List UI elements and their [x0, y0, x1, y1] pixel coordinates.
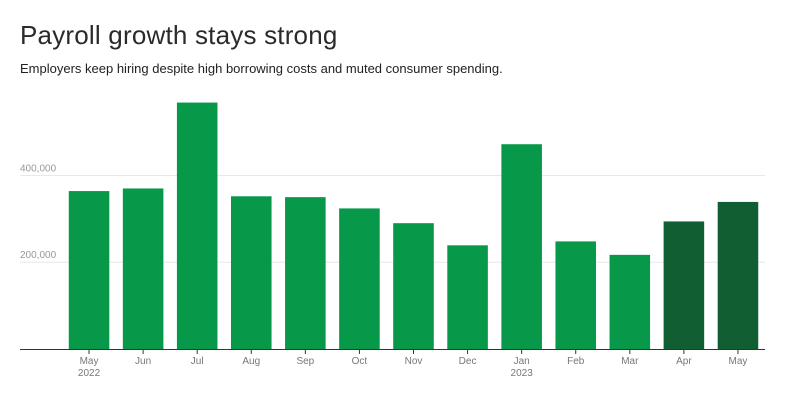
- bar-aug: [230, 196, 272, 349]
- x-tick-label: Feb: [567, 356, 585, 367]
- x-tick-label: Jun: [135, 356, 151, 367]
- x-tick-label: May: [729, 356, 748, 367]
- bar-nov: [393, 223, 434, 349]
- bar-may: [717, 201, 759, 349]
- y-tick-label: 400,000: [20, 163, 57, 174]
- bar-jun: [122, 188, 164, 349]
- x-tick-label: Sep: [296, 356, 314, 367]
- bar-jul: [176, 102, 218, 350]
- x-tick-label: Jan: [514, 356, 530, 367]
- bar-apr: [663, 221, 705, 349]
- x-tick-label: Nov: [405, 356, 423, 367]
- bar-mar: [609, 254, 651, 349]
- bar-dec: [447, 245, 488, 349]
- bar-oct: [339, 208, 380, 349]
- x-tick-label: Apr: [676, 356, 692, 367]
- x-tick-label: Jul: [191, 356, 204, 367]
- x-year-label: 2022: [78, 368, 101, 379]
- chart-title: Payroll growth stays strong: [20, 20, 338, 50]
- bar-jan: [501, 144, 542, 349]
- y-tick-label: 200,000: [20, 250, 57, 261]
- bar-feb: [555, 241, 597, 349]
- chart-subtitle: Employers keep hiring despite high borro…: [20, 61, 503, 76]
- bar-may: [68, 191, 110, 349]
- x-tick-label: Oct: [352, 356, 368, 367]
- x-year-label: 2023: [511, 368, 534, 379]
- x-tick-label: Dec: [459, 356, 477, 367]
- x-tick-label: Aug: [242, 356, 260, 367]
- x-tick-label: Mar: [621, 356, 639, 367]
- bar-sep: [285, 197, 326, 349]
- x-tick-label: May: [80, 356, 99, 367]
